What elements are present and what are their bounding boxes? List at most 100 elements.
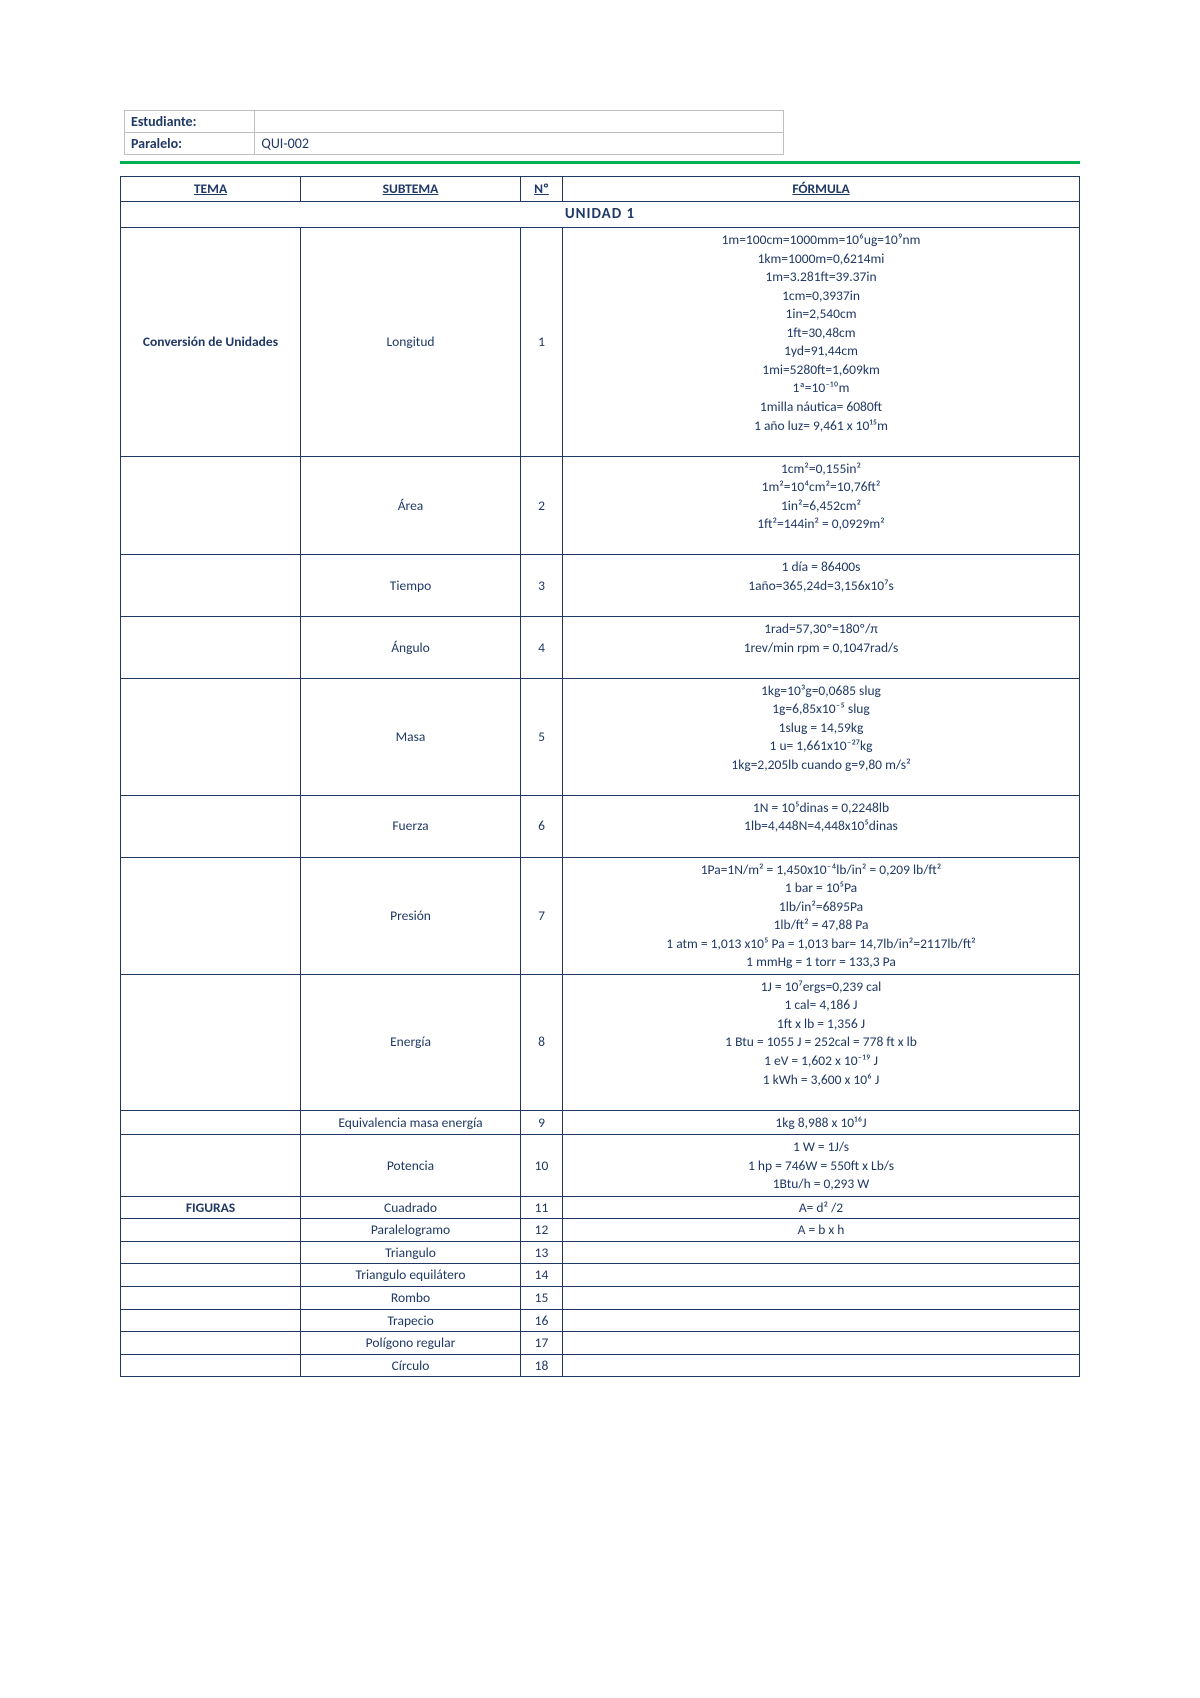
unit-header-row: UNIDAD 1 bbox=[121, 201, 1080, 228]
formula-line bbox=[567, 1289, 1075, 1307]
formula-cell: 1Pa=1N/m² = 1,450x10⁻⁴lb/in² = 0,209 lb/… bbox=[563, 857, 1080, 974]
formula-cell: 1N = 10⁵dinas = 0,2248lb1lb=4,448N=4,448… bbox=[563, 795, 1080, 857]
formula-line: 1m=3.281ft=39.37in bbox=[567, 268, 1075, 286]
formula-line: 1año=365,24d=3,156x10⁷s bbox=[567, 577, 1075, 595]
header-formula: FÓRMULA bbox=[563, 177, 1080, 202]
subtema-cell: Equivalencia masa energía bbox=[301, 1110, 521, 1135]
formula-line: 1cm²=0,155in² bbox=[567, 460, 1075, 478]
tema-cell bbox=[121, 456, 301, 555]
tema-cell bbox=[121, 1287, 301, 1310]
subtema-cell: Energía bbox=[301, 974, 521, 1110]
tema-cell bbox=[121, 1219, 301, 1242]
subtema-cell: Fuerza bbox=[301, 795, 521, 857]
subtema-cell: Cuadrado bbox=[301, 1196, 521, 1219]
formula-line: 1 cal= 4,186 J bbox=[567, 996, 1075, 1014]
table-row: Conversión de UnidadesLongitud11m=100cm=… bbox=[121, 228, 1080, 457]
formula-cell: 1kg=10³g=0,0685 slug1g=6,85x10⁻⁵ slug1sl… bbox=[563, 678, 1080, 795]
formula-line: 1rad=57,30º=180º/π bbox=[567, 620, 1075, 638]
formula-line: 1ft²=144in² = 0,0929m² bbox=[567, 515, 1075, 533]
header-subtema: SUBTEMA bbox=[301, 177, 521, 202]
num-cell: 4 bbox=[521, 616, 563, 678]
num-cell: 2 bbox=[521, 456, 563, 555]
formula-line: 1yd=91,44cm bbox=[567, 342, 1075, 360]
table-row: Polígono regular17 bbox=[121, 1332, 1080, 1355]
formula-line: 1lb=4,448N=4,448x10⁵dinas bbox=[567, 817, 1075, 835]
num-cell: 11 bbox=[521, 1196, 563, 1219]
formula-line: 1kg=10³g=0,0685 slug bbox=[567, 682, 1075, 700]
formula-cell bbox=[563, 1332, 1080, 1355]
tema-cell: FIGURAS bbox=[121, 1196, 301, 1219]
tema-cell bbox=[121, 974, 301, 1110]
formula-table: TEMA SUBTEMA Nº FÓRMULA UNIDAD 1 Convers… bbox=[120, 176, 1080, 1377]
subtema-cell: Masa bbox=[301, 678, 521, 795]
estudiante-label: Estudiante: bbox=[125, 111, 255, 133]
tema-cell bbox=[121, 857, 301, 974]
num-cell: 1 bbox=[521, 228, 563, 457]
formula-cell: A = b x h bbox=[563, 1219, 1080, 1242]
num-cell: 17 bbox=[521, 1332, 563, 1355]
formula-cell: 1kg 8,988 x 10¹⁶J bbox=[563, 1110, 1080, 1135]
table-row: Triangulo13 bbox=[121, 1241, 1080, 1264]
table-row: Equivalencia masa energía91kg 8,988 x 10… bbox=[121, 1110, 1080, 1135]
formula-cell: 1cm²=0,155in²1m²=10⁴cm²=10,76ft²1in²=6,4… bbox=[563, 456, 1080, 555]
tema-cell bbox=[121, 1354, 301, 1377]
subtema-cell: Tiempo bbox=[301, 555, 521, 617]
formula-line: 1mi=5280ft=1,609km bbox=[567, 361, 1075, 379]
formula-line: 1 año luz= 9,461 x 10¹⁵m bbox=[567, 417, 1075, 435]
formula-line: 1 hp = 746W = 550ft x Lb/s bbox=[567, 1157, 1075, 1175]
formula-cell bbox=[563, 1241, 1080, 1264]
num-cell: 14 bbox=[521, 1264, 563, 1287]
tema-cell bbox=[121, 555, 301, 617]
tema-cell bbox=[121, 1264, 301, 1287]
num-cell: 10 bbox=[521, 1135, 563, 1197]
header-num: Nº bbox=[521, 177, 563, 202]
table-header-row: TEMA SUBTEMA Nº FÓRMULA bbox=[121, 177, 1080, 202]
formula-line: A = b x h bbox=[567, 1221, 1075, 1239]
formula-line: 1in=2,540cm bbox=[567, 305, 1075, 323]
formula-line: A= d² /2 bbox=[567, 1199, 1075, 1217]
formula-line: 1cm=0,3937in bbox=[567, 287, 1075, 305]
formula-line: 1ft x lb = 1,356 J bbox=[567, 1015, 1075, 1033]
subtema-cell: Área bbox=[301, 456, 521, 555]
formula-line: 1slug = 14,59kg bbox=[567, 719, 1075, 737]
formula-line: 1 u= 1,661x10⁻²⁷kg bbox=[567, 737, 1075, 755]
formula-cell bbox=[563, 1354, 1080, 1377]
num-cell: 5 bbox=[521, 678, 563, 795]
table-row: Energía81J = 10⁷ergs=0,239 cal1 cal= 4,1… bbox=[121, 974, 1080, 1110]
formula-line bbox=[567, 1334, 1075, 1352]
formula-line: 1 atm = 1,013 x10⁵ Pa = 1,013 bar= 14,7l… bbox=[567, 935, 1075, 953]
formula-line: 1 Btu = 1055 J = 252cal = 778 ft x lb bbox=[567, 1033, 1075, 1051]
formula-line: 1km=1000m=0,6214mi bbox=[567, 250, 1075, 268]
subtema-cell: Potencia bbox=[301, 1135, 521, 1197]
tema-cell: Conversión de Unidades bbox=[121, 228, 301, 457]
formula-cell: 1m=100cm=1000mm=10⁶ug=10⁹nm1km=1000m=0,6… bbox=[563, 228, 1080, 457]
formula-line: 1milla náutica= 6080ft bbox=[567, 398, 1075, 416]
table-row: Trapecio16 bbox=[121, 1309, 1080, 1332]
subtema-cell: Triangulo bbox=[301, 1241, 521, 1264]
formula-cell bbox=[563, 1264, 1080, 1287]
subtema-cell: Triangulo equilátero bbox=[301, 1264, 521, 1287]
formula-cell: 1 W = 1J/s1 hp = 746W = 550ft x Lb/s1Btu… bbox=[563, 1135, 1080, 1197]
student-info-table: Estudiante: Paralelo: QUI-002 bbox=[124, 110, 784, 155]
formula-line: 1kg 8,988 x 10¹⁶J bbox=[567, 1114, 1075, 1132]
formula-line: 1 bar = 10⁵Pa bbox=[567, 879, 1075, 897]
subtema-cell: Longitud bbox=[301, 228, 521, 457]
green-divider bbox=[120, 161, 1080, 164]
formula-line: 1rev/min rpm = 0,1047rad/s bbox=[567, 639, 1075, 657]
num-cell: 9 bbox=[521, 1110, 563, 1135]
formula-line: 1lb/in²=6895Pa bbox=[567, 898, 1075, 916]
formula-line: 1m²=10⁴cm²=10,76ft² bbox=[567, 478, 1075, 496]
formula-line: 1ft=30,48cm bbox=[567, 324, 1075, 342]
table-row: Ángulo41rad=57,30º=180º/π1rev/min rpm = … bbox=[121, 616, 1080, 678]
formula-cell bbox=[563, 1287, 1080, 1310]
table-row: Fuerza61N = 10⁵dinas = 0,2248lb1lb=4,448… bbox=[121, 795, 1080, 857]
formula-cell: A= d² /2 bbox=[563, 1196, 1080, 1219]
table-row: Presión71Pa=1N/m² = 1,450x10⁻⁴lb/in² = 0… bbox=[121, 857, 1080, 974]
formula-line bbox=[567, 1244, 1075, 1262]
unit-title: UNIDAD 1 bbox=[121, 201, 1080, 228]
formula-line: 1 eV = 1,602 x 10⁻¹⁹ J bbox=[567, 1052, 1075, 1070]
subtema-cell: Rombo bbox=[301, 1287, 521, 1310]
formula-line: 1lb/ft² = 47,88 Pa bbox=[567, 916, 1075, 934]
formula-line: 1 W = 1J/s bbox=[567, 1138, 1075, 1156]
tema-cell bbox=[121, 1135, 301, 1197]
